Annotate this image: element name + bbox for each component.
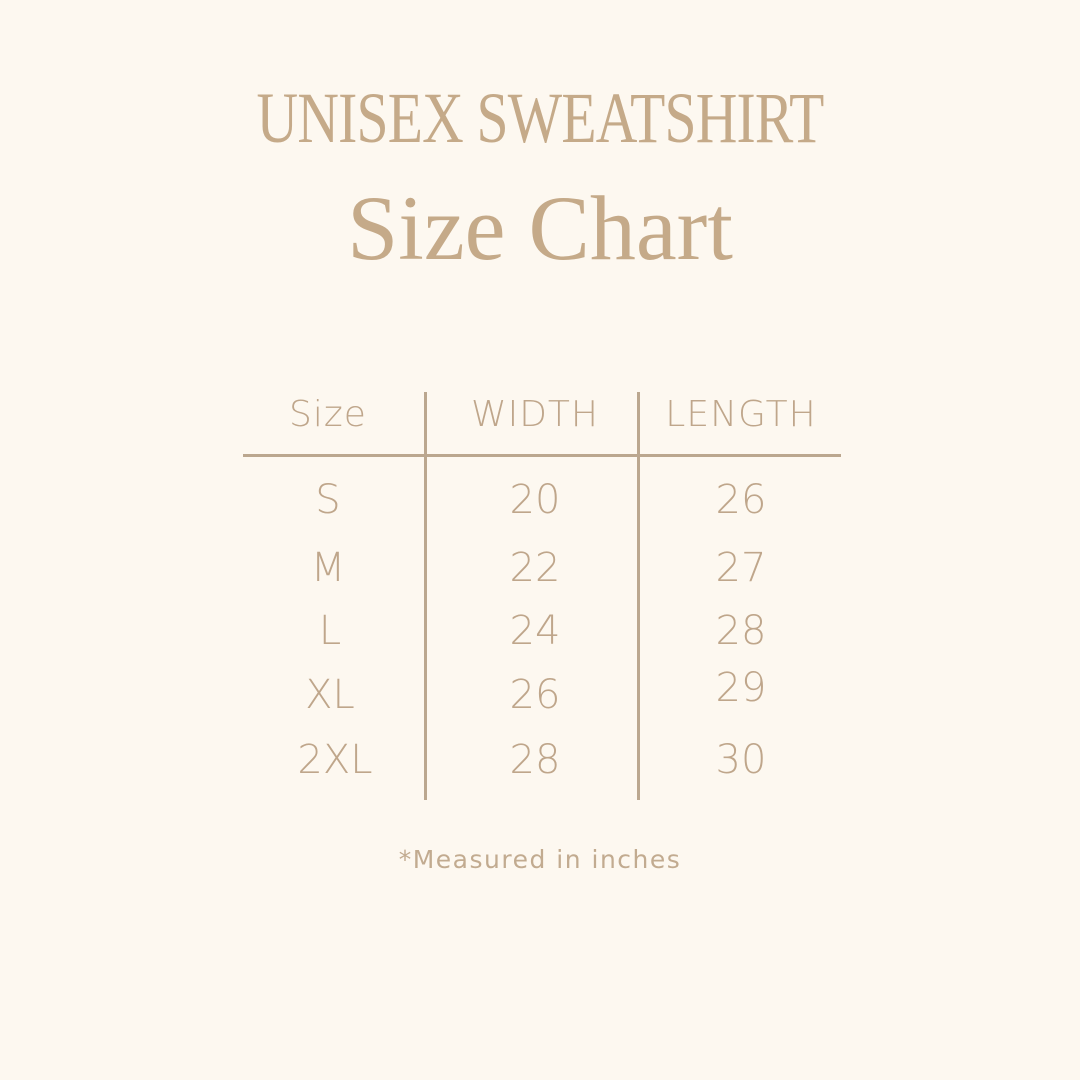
length-cell: 27	[715, 545, 767, 591]
length-cell: 29	[715, 665, 767, 711]
size-cell: M	[310, 545, 346, 591]
header-length: LENGTH	[665, 394, 817, 435]
length-cell: 26	[715, 477, 767, 523]
column-divider-1	[424, 392, 427, 800]
footnote: *Measured in inches	[398, 845, 682, 874]
size-cell: XL	[305, 672, 355, 718]
width-cell: 20	[509, 477, 561, 523]
length-cell: 28	[715, 608, 767, 654]
width-cell: 26	[509, 672, 561, 718]
header-size: Size	[289, 394, 367, 435]
size-cell: L	[318, 608, 342, 654]
size-cell: S	[315, 477, 341, 523]
width-cell: 28	[509, 737, 561, 783]
column-divider-2	[637, 392, 640, 800]
size-cell: 2XL	[297, 737, 373, 783]
header-divider	[243, 454, 841, 457]
title-line-1: UNISEX SWEATSHIRT	[256, 78, 825, 158]
page-title: Size Chart	[347, 177, 733, 279]
header-width: WIDTH	[471, 394, 599, 435]
length-cell: 30	[715, 737, 767, 783]
width-cell: 24	[509, 608, 561, 654]
width-cell: 22	[509, 545, 561, 591]
